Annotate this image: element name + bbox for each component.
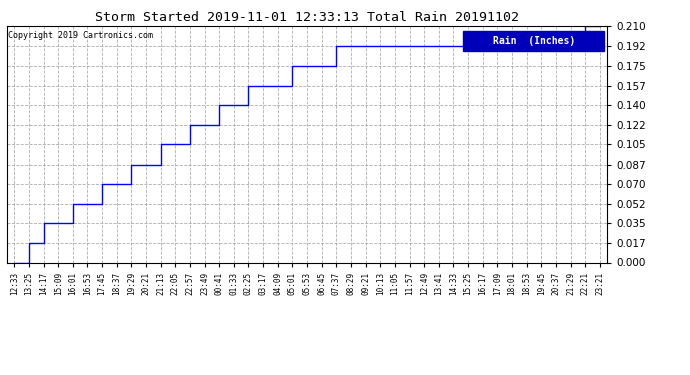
Text: Copyright 2019 Cartronics.com: Copyright 2019 Cartronics.com xyxy=(8,31,153,40)
Title: Storm Started 2019-11-01 12:33:13 Total Rain 20191102: Storm Started 2019-11-01 12:33:13 Total … xyxy=(95,11,519,24)
Bar xyxy=(463,31,604,51)
Text: Rain  (Inches): Rain (Inches) xyxy=(493,36,575,46)
